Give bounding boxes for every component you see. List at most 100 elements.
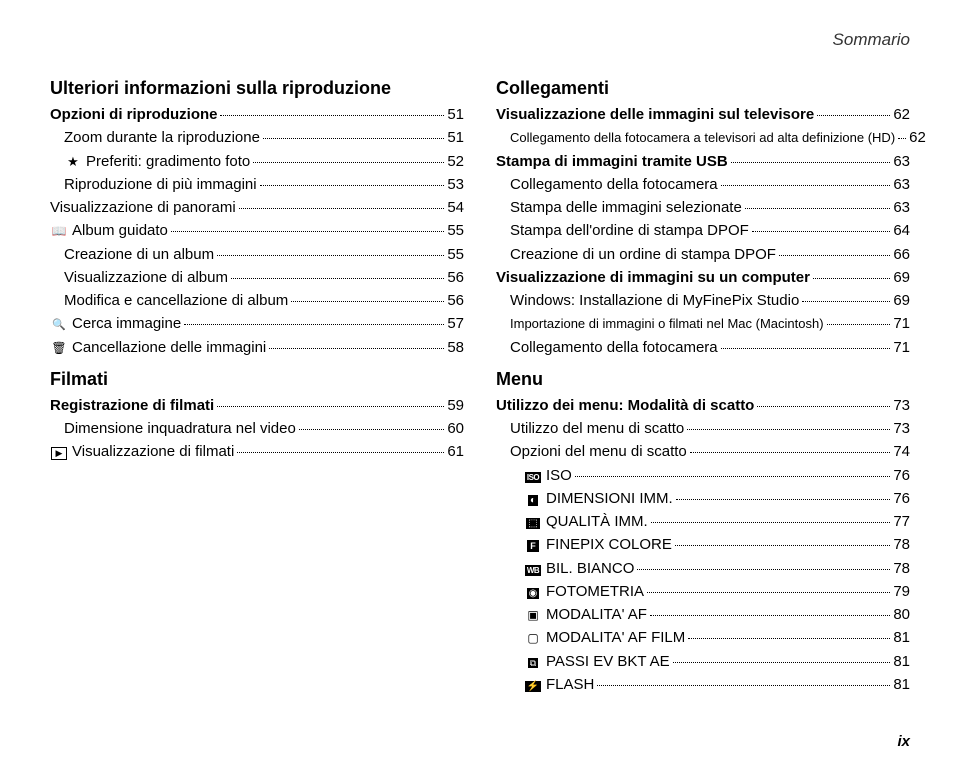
entry-page: 73: [893, 394, 910, 417]
entry-label: QUALITÀ IMM.: [546, 510, 648, 533]
entry-label: Creazione di un album: [64, 243, 214, 266]
leader-dots: [637, 569, 890, 570]
entry-page: 77: [893, 510, 910, 533]
entry-label: Registrazione di filmati: [50, 394, 214, 417]
toc-entry: Visualizzazione di album 56: [50, 266, 464, 289]
toc-entry: Opzioni del menu di scatto 74: [496, 440, 910, 463]
leader-dots: [239, 208, 445, 209]
leader-dots: [220, 115, 444, 116]
leader-dots: [731, 162, 891, 163]
entry-page: 64: [893, 219, 910, 242]
entry-page: 76: [893, 487, 910, 510]
toc-columns: Ulteriori informazioni sulla riproduzion…: [50, 78, 910, 696]
entry-page: 74: [893, 440, 910, 463]
leader-dots: [690, 452, 891, 453]
entry-label: Visualizzazione di panorami: [50, 196, 236, 219]
entry-label: Importazione di immagini o filmati nel M…: [510, 314, 824, 334]
toc-entry: Creazione di un album 55: [50, 243, 464, 266]
toc-entry: Cancellazione delle immagini58: [50, 336, 464, 359]
entry-page: 80: [893, 603, 910, 626]
entry-label: Dimensione inquadratura nel video: [64, 417, 296, 440]
entry-page: 63: [893, 173, 910, 196]
toc-entry: QUALITÀ IMM. 77: [496, 510, 910, 533]
leader-dots: [752, 231, 891, 232]
leader-dots: [779, 255, 890, 256]
leader-dots: [651, 522, 891, 523]
flash-icon: [524, 675, 542, 695]
leader-dots: [263, 138, 444, 139]
entry-page: 79: [893, 580, 910, 603]
affilm-icon: [524, 628, 542, 648]
leader-dots: [650, 615, 890, 616]
toc-entry: ISO76: [496, 464, 910, 487]
entry-label: Collegamento della fotocamera a televiso…: [510, 128, 895, 148]
search-icon: [50, 314, 68, 334]
book-icon: [50, 221, 68, 241]
toc-entry: Zoom durante la riproduzione 51: [50, 126, 464, 149]
entry-label: MODALITA' AF FILM: [546, 626, 685, 649]
entry-page: 66: [893, 243, 910, 266]
toc-entry: Opzioni di riproduzione51: [50, 103, 464, 126]
entry-page: 71: [893, 336, 910, 359]
leader-dots: [299, 429, 445, 430]
leader-dots: [647, 592, 890, 593]
toc-entry: Importazione di immagini o filmati nel M…: [496, 312, 910, 335]
entry-label: Visualizzazione di album: [64, 266, 228, 289]
entry-label: MODALITA' AF: [546, 603, 647, 626]
left-column: Ulteriori informazioni sulla riproduzion…: [50, 78, 464, 696]
section-heading: Filmati: [50, 369, 464, 390]
entry-page: 55: [447, 243, 464, 266]
leader-dots: [184, 324, 444, 325]
leader-dots: [802, 301, 890, 302]
toc-entry: Dimensione inquadratura nel video60: [50, 417, 464, 440]
dim-icon: [524, 489, 542, 509]
play-icon: [50, 442, 68, 462]
entry-label: Creazione di un ordine di stampa DPOF: [510, 243, 776, 266]
leader-dots: [269, 348, 444, 349]
entry-label: Album guidato: [72, 219, 168, 242]
entry-label: Visualizzazione delle immagini sul telev…: [496, 103, 814, 126]
entry-page: 73: [893, 417, 910, 440]
entry-label: Cerca immagine: [72, 312, 181, 335]
af-icon: [524, 605, 542, 625]
entry-page: 69: [893, 266, 910, 289]
toc-entry: Preferiti: gradimento foto52: [50, 150, 464, 173]
leader-dots: [231, 278, 444, 279]
fpc-icon: [524, 535, 542, 555]
iso-icon: [524, 466, 542, 486]
leader-dots: [898, 138, 906, 139]
leader-dots: [217, 255, 444, 256]
entry-label: Riproduzione di più immagini: [64, 173, 257, 196]
entry-page: 81: [893, 626, 910, 649]
toc-entry: Visualizzazione di filmati 61: [50, 440, 464, 463]
leader-dots: [217, 406, 444, 407]
entry-label: Visualizzazione di filmati: [72, 440, 234, 463]
star-icon: [64, 152, 82, 172]
entry-label: Stampa di immagini tramite USB: [496, 150, 728, 173]
entry-page: 51: [447, 126, 464, 149]
leader-dots: [260, 185, 445, 186]
entry-page: 56: [447, 289, 464, 312]
toc-entry: Windows: Installazione di MyFinePix Stud…: [496, 289, 910, 312]
entry-label: Collegamento della fotocamera: [510, 173, 718, 196]
toc-entry: Collegamento della fotocamera a televiso…: [496, 126, 910, 149]
toc-entry: Visualizzazione di panorami54: [50, 196, 464, 219]
entry-page: 69: [893, 289, 910, 312]
entry-label: FLASH: [546, 673, 594, 696]
bkt-icon: [524, 652, 542, 672]
entry-label: Opzioni di riproduzione: [50, 103, 217, 126]
toc-entry: Modifica e cancellazione di album56: [50, 289, 464, 312]
entry-page: 78: [893, 557, 910, 580]
leader-dots: [597, 685, 890, 686]
entry-label: Zoom durante la riproduzione: [64, 126, 260, 149]
entry-page: 61: [447, 440, 464, 463]
leader-dots: [673, 662, 891, 663]
right-column: CollegamentiVisualizzazione delle immagi…: [496, 78, 910, 696]
entry-page: 56: [447, 266, 464, 289]
entry-label: FINEPIX COLORE: [546, 533, 672, 556]
meter-icon: [524, 582, 542, 602]
leader-dots: [827, 324, 891, 325]
toc-entry: BIL. BIANCO78: [496, 557, 910, 580]
toc-entry: Album guidato55: [50, 219, 464, 242]
entry-label: Opzioni del menu di scatto: [510, 440, 687, 463]
